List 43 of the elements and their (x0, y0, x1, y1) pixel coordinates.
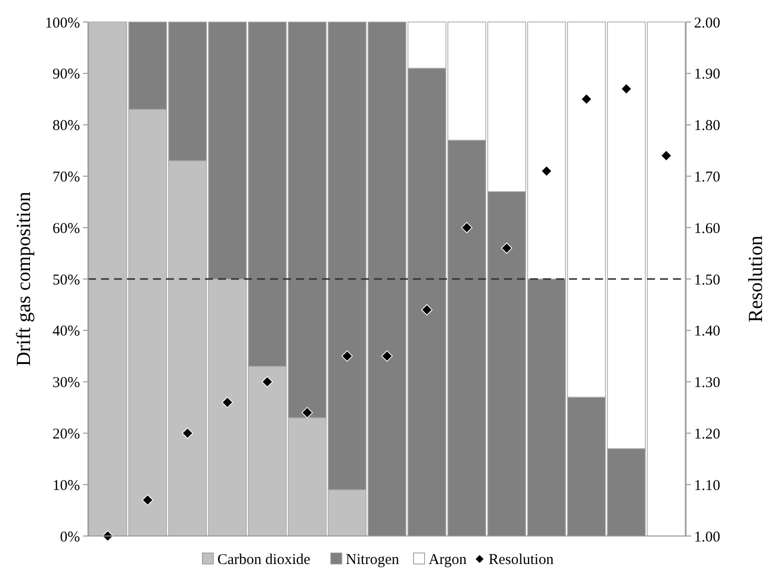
y2-axis-title: Resolution (745, 236, 767, 322)
y2-tick-label: 1.20 (694, 426, 720, 442)
point (501, 242, 512, 254)
y2-tick-label: 2.00 (694, 15, 720, 32)
y-tick-label: 0% (60, 529, 80, 546)
y2-tick-label: 1.80 (694, 118, 720, 134)
legend-label: Carbon dioxide (217, 552, 311, 568)
series-label: Nitrogen (346, 552, 400, 568)
point (102, 530, 114, 542)
y2-tick-label: 1.00 (694, 529, 720, 546)
y2-tick-label: 1.60 (694, 220, 720, 237)
y-axis-title: Drift gas composition (13, 192, 35, 366)
y2-tick-label: 1.90 (694, 66, 720, 83)
y2-tick-label: 1.70 (694, 169, 720, 186)
point (142, 494, 154, 506)
legend-label: Argon (428, 552, 468, 568)
y-tick-label: 100% (45, 15, 80, 32)
y-tick-label: 70% (52, 169, 80, 186)
y-tick-label: 20% (52, 426, 80, 442)
y-tick-label: 10% (52, 478, 80, 494)
y-tick-label: 60% (52, 220, 80, 237)
point (580, 93, 592, 105)
point (302, 407, 313, 418)
y-tick-label: 30% (52, 375, 80, 392)
point (182, 428, 194, 439)
y2-tick-label: 1.50 (694, 272, 720, 288)
y-tick-label: 40% (52, 324, 80, 340)
point (421, 304, 433, 316)
point (461, 222, 472, 234)
point (381, 350, 393, 362)
y-tick-label: 50% (52, 272, 80, 288)
y2-tick-label: 1.10 (694, 478, 720, 494)
y-tick-label: 90% (52, 66, 80, 83)
y2-tick-label: 1.30 (694, 375, 720, 392)
point (540, 165, 552, 177)
point (262, 376, 273, 388)
point (620, 83, 632, 94)
y-tick-label: 80% (52, 118, 80, 134)
point (660, 150, 672, 162)
point (341, 350, 353, 362)
legend-label: Resolution (488, 552, 554, 568)
y2-tick-label: 1.40 (694, 324, 720, 340)
point (222, 396, 234, 408)
